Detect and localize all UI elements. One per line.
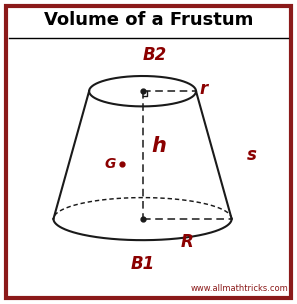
Text: www.allmathtricks.com: www.allmathtricks.com <box>190 284 288 293</box>
Text: B2: B2 <box>142 46 167 64</box>
Text: h: h <box>151 136 166 156</box>
Text: B1: B1 <box>130 255 155 273</box>
Text: R: R <box>181 233 193 250</box>
Text: G: G <box>105 157 116 171</box>
Text: Volume of a Frustum: Volume of a Frustum <box>44 11 253 29</box>
Text: r: r <box>199 80 207 98</box>
Text: s: s <box>247 146 256 164</box>
